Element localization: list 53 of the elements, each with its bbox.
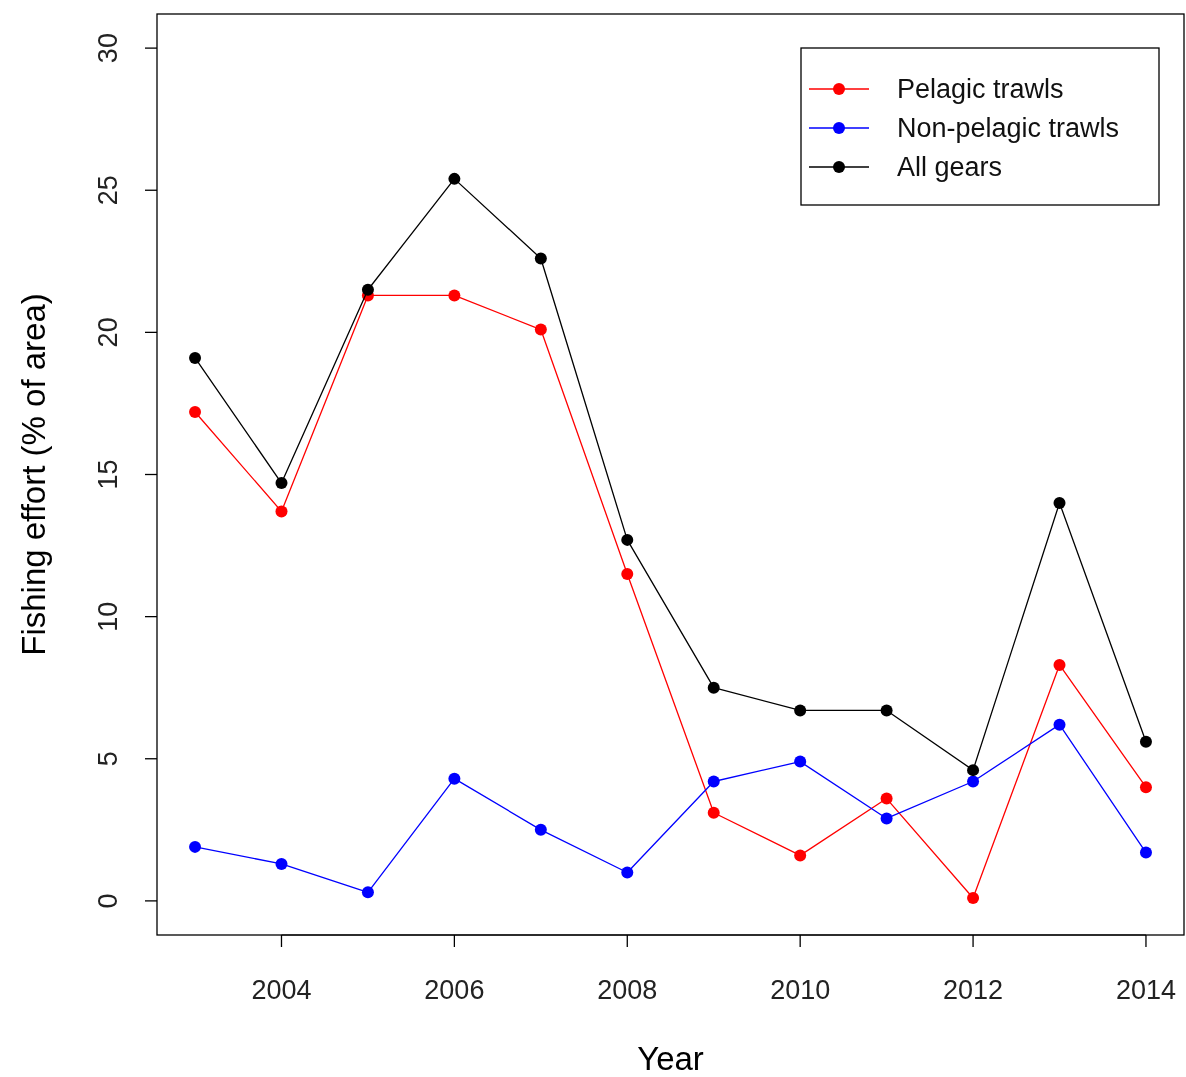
point [275,857,288,870]
y-tick-label: 20 [93,317,123,348]
y-tick-label: 0 [93,893,123,909]
point [189,405,202,418]
point [1139,735,1152,748]
legend-label: Non-pelagic trawls [897,113,1120,143]
point [1053,496,1066,509]
point [361,886,374,899]
point [448,172,461,185]
point [707,775,720,788]
y-tick-label: 15 [93,459,123,490]
y-axis-title: Fishing effort (% of area) [15,293,52,656]
point [794,849,807,862]
point [794,755,807,768]
point [534,823,547,836]
x-tick-label: 2010 [770,975,831,1005]
point [621,567,634,580]
point [707,681,720,694]
point [621,866,634,879]
point [880,792,893,805]
point [448,289,461,302]
legend-label: All gears [897,152,1003,182]
point [361,283,374,296]
point [1139,846,1152,859]
point [534,323,547,336]
point [275,505,288,518]
x-tick-label: 2014 [1115,975,1176,1005]
point [1053,718,1066,731]
point [707,806,720,819]
point [967,892,980,905]
point [880,704,893,717]
point [1139,781,1152,794]
x-tick-label: 2008 [597,975,658,1005]
point [448,772,461,785]
point [534,252,547,265]
point [1053,658,1066,671]
y-tick-label: 30 [93,33,123,64]
point [189,840,202,853]
x-axis-title: Year [637,1040,704,1077]
point [967,775,980,788]
x-tick-label: 2004 [251,975,312,1005]
point [189,351,202,364]
x-tick-label: 2006 [424,975,485,1005]
point [275,477,288,490]
point [967,764,980,777]
point [880,812,893,825]
point [621,533,634,546]
y-tick-label: 25 [93,175,123,206]
y-tick-label: 5 [93,751,123,767]
point [794,704,807,717]
x-tick-label: 2012 [943,975,1004,1005]
y-tick-label: 10 [93,601,123,632]
legend-label: Pelagic trawls [897,74,1064,104]
